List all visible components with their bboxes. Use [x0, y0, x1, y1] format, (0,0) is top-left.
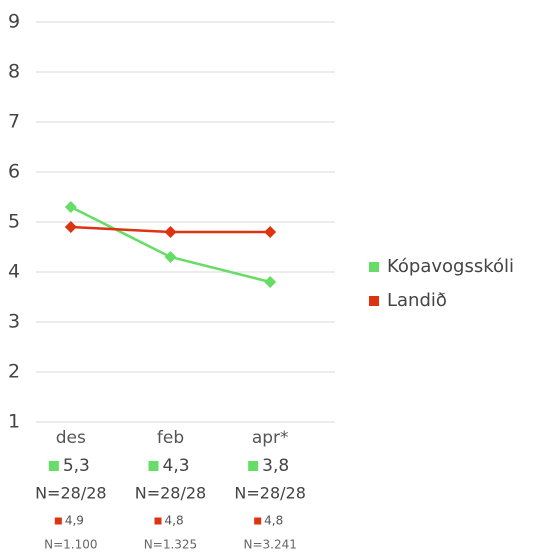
legend-swatch — [54, 517, 62, 525]
legend-label: Landið — [387, 290, 447, 311]
legend-label: Kópavogsskóli — [387, 256, 514, 277]
x-tick-label: feb — [157, 428, 184, 448]
y-tick-label: 1 — [8, 411, 20, 433]
legend-swatch — [248, 461, 259, 471]
y-tick-label: 6 — [8, 161, 20, 183]
value-label: 4,9 — [65, 514, 84, 528]
value-label: 4,8 — [264, 514, 283, 528]
n-label: N=28/28 — [35, 484, 106, 503]
y-tick-label: 4 — [8, 261, 20, 283]
legend-swatch — [369, 262, 379, 272]
point-marker — [64, 221, 77, 233]
value-label: 3,8 — [262, 456, 289, 476]
n-label: N=28/28 — [135, 484, 206, 503]
y-tick-label: 9 — [8, 11, 20, 33]
y-tick-label: 7 — [8, 111, 20, 133]
value-label: 4,3 — [163, 456, 190, 476]
legend-swatch — [48, 461, 59, 471]
legend-swatch — [369, 296, 379, 306]
point-marker — [164, 251, 177, 263]
legend-swatch — [148, 461, 159, 471]
y-tick-label: 5 — [8, 211, 20, 233]
value-label: 4,8 — [165, 514, 184, 528]
series-line — [70, 205, 271, 284]
x-tick-label: des — [56, 428, 86, 448]
n-label: N=28/28 — [234, 484, 305, 503]
y-tick-label: 3 — [8, 311, 20, 333]
n-label: N=1.325 — [144, 538, 197, 552]
value-label: 5,3 — [63, 456, 90, 476]
legend-swatch — [254, 517, 262, 525]
x-tick-label: apr* — [252, 428, 289, 448]
point-marker — [164, 226, 177, 238]
y-tick-label: 8 — [8, 61, 20, 83]
point-marker — [64, 201, 77, 213]
point-marker — [264, 226, 277, 238]
n-label: N=3.241 — [243, 538, 296, 552]
y-tick-label: 2 — [8, 361, 20, 383]
n-label: N=1.100 — [44, 538, 97, 552]
legend-swatch — [154, 517, 162, 525]
point-marker — [264, 276, 277, 288]
